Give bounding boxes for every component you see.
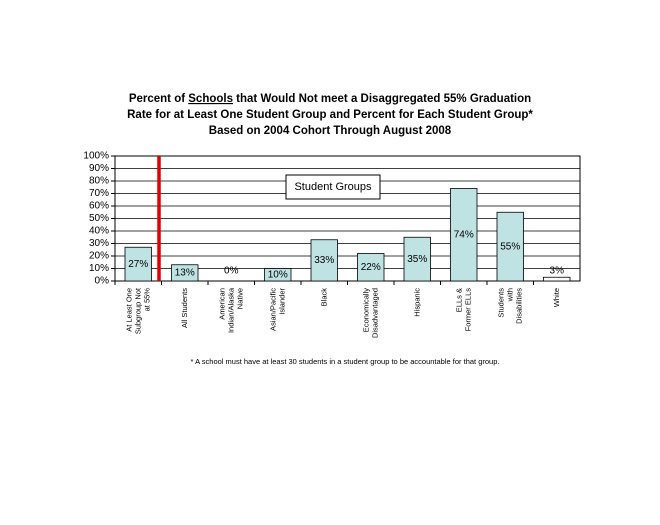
bar (543, 276, 571, 282)
y-tick-label: 10% (89, 263, 109, 274)
x-tick-label-line: Disabilities (514, 288, 523, 324)
y-tick-label: 80% (89, 176, 109, 187)
y-tick-label: 0% (95, 276, 110, 287)
value-label: 27% (128, 259, 148, 270)
y-tick-label: 50% (89, 213, 109, 224)
x-tick-label-line: White (552, 288, 561, 307)
x-tick-label-line: with (505, 288, 514, 302)
title-line: Based on 2004 Cohort Through August 2008 (209, 125, 452, 137)
title-part: Percent of (129, 93, 188, 105)
y-tick-label: 90% (89, 163, 109, 174)
x-tick-label: White (552, 288, 561, 307)
value-label: 35% (407, 254, 427, 265)
x-tick-label: Black (319, 288, 328, 307)
value-label: 0% (224, 266, 239, 277)
y-tick-label: 20% (89, 251, 109, 262)
x-tick-label: Hispanic (412, 288, 421, 317)
bar (310, 239, 338, 282)
x-tick-label: EconomicallyDisadvantaged (361, 288, 379, 338)
bar (171, 264, 199, 282)
bar (403, 236, 431, 282)
value-label: 13% (175, 268, 195, 279)
bar (264, 268, 292, 282)
x-tick-label-line: All Students (180, 288, 189, 328)
value-label: 3% (550, 266, 565, 277)
bar (124, 246, 152, 282)
value-label: 10% (268, 269, 288, 280)
footnote: * A school must have at least 30 student… (191, 357, 500, 366)
y-tick-label: 100% (83, 151, 109, 162)
x-tick-label-line: Hispanic (412, 288, 421, 317)
x-tick-label-line: At Least One (124, 288, 133, 332)
title-part: Based on 2004 Cohort Through August 2008 (209, 125, 452, 137)
title-part: Schools (188, 93, 233, 105)
x-tick-label: AmericanIndian/AlaskaNative (217, 287, 244, 333)
x-tick-label-line: Former ELLs (463, 288, 472, 332)
y-tick-label: 40% (89, 226, 109, 237)
title-line: Percent of Schools that Would Not meet a… (129, 93, 531, 105)
annotation: Student Groups (294, 181, 372, 193)
x-tick-label-line: Black (319, 288, 328, 307)
x-tick-label-line: Islander (277, 288, 286, 315)
x-tick-label: ELLs &Former ELLs (454, 288, 472, 332)
x-tick-label: At Least OneSubgroup Notat 55% (124, 287, 151, 334)
title-line: Rate for at Least One Student Group and … (127, 109, 533, 121)
bar (450, 188, 478, 282)
value-label: 22% (361, 262, 381, 273)
value-label: 33% (314, 255, 334, 266)
x-tick-label: All Students (180, 288, 189, 328)
bar (496, 211, 524, 282)
x-tick-label-line: Students (496, 288, 505, 318)
x-tick-label-line: ELLs & (454, 288, 463, 312)
value-label: 55% (500, 241, 520, 252)
x-tick-label: StudentswithDisabilities (496, 288, 523, 324)
value-label: 74% (454, 229, 474, 240)
y-tick-label: 60% (89, 201, 109, 212)
title-part: Rate for at Least One Student Group and … (127, 109, 533, 121)
x-tick-label-line: Subgroup Not (133, 287, 142, 334)
x-tick-label-line: at 55% (142, 288, 151, 312)
x-tick-label-line: Indian/Alaska (226, 287, 235, 333)
annotation-box (285, 174, 381, 200)
x-tick-label-line: American (217, 288, 226, 320)
bar (357, 253, 385, 282)
x-tick-label: Asian/PacificIslander (268, 288, 286, 331)
y-tick-label: 30% (89, 238, 109, 249)
x-tick-label-line: Disadvantaged (370, 288, 379, 338)
x-tick-label-line: Native (235, 288, 244, 309)
x-tick-label-line: Asian/Pacific (268, 288, 277, 331)
x-tick-label-line: Economically (361, 288, 370, 332)
title-part: that Would Not meet a Disaggregated 55% … (233, 93, 531, 105)
y-tick-label: 70% (89, 188, 109, 199)
